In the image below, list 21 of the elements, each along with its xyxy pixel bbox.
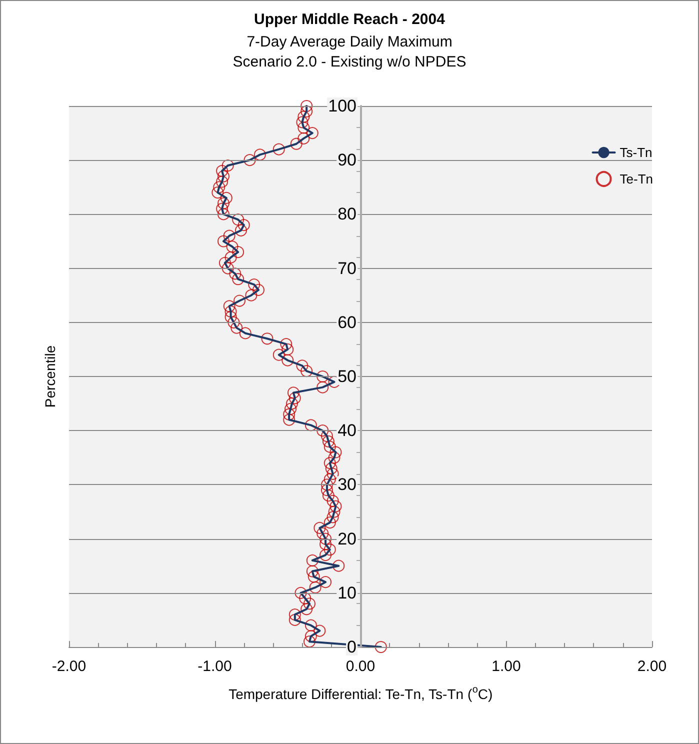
x-tick-label: -2.00 [52, 658, 86, 675]
y-tick-label: 0 [347, 638, 356, 656]
y-axis-title: Percentile [42, 345, 58, 408]
y-tick-label: 50 [338, 367, 356, 386]
y-tick-label: 30 [338, 475, 356, 494]
y-tick-label: 60 [338, 312, 356, 332]
x-tick-label: 1.00 [492, 658, 521, 675]
x-tick-label: 0.00 [346, 658, 376, 675]
legend-label: Ts-Tn [620, 145, 652, 160]
y-tick-label: 40 [338, 421, 356, 440]
y-tick-label: 10 [338, 583, 356, 602]
x-tick-label: 2.00 [637, 658, 667, 675]
y-tick-label: 20 [338, 529, 356, 548]
x-tick-label: -1.00 [198, 658, 232, 675]
chart-title: Upper Middle Reach - 2004 [254, 11, 446, 28]
y-tick-label: 70 [338, 258, 356, 278]
chart-subtitle: 7-Day Average Daily Maximum Scenario 2.0 - Existing w/o NPDES [232, 34, 466, 70]
y-tick-label: 90 [338, 150, 356, 170]
legend-label: Te-Tn [620, 172, 654, 186]
y-tick-label: 80 [338, 204, 356, 224]
y-tick-label: 100 [328, 96, 356, 116]
